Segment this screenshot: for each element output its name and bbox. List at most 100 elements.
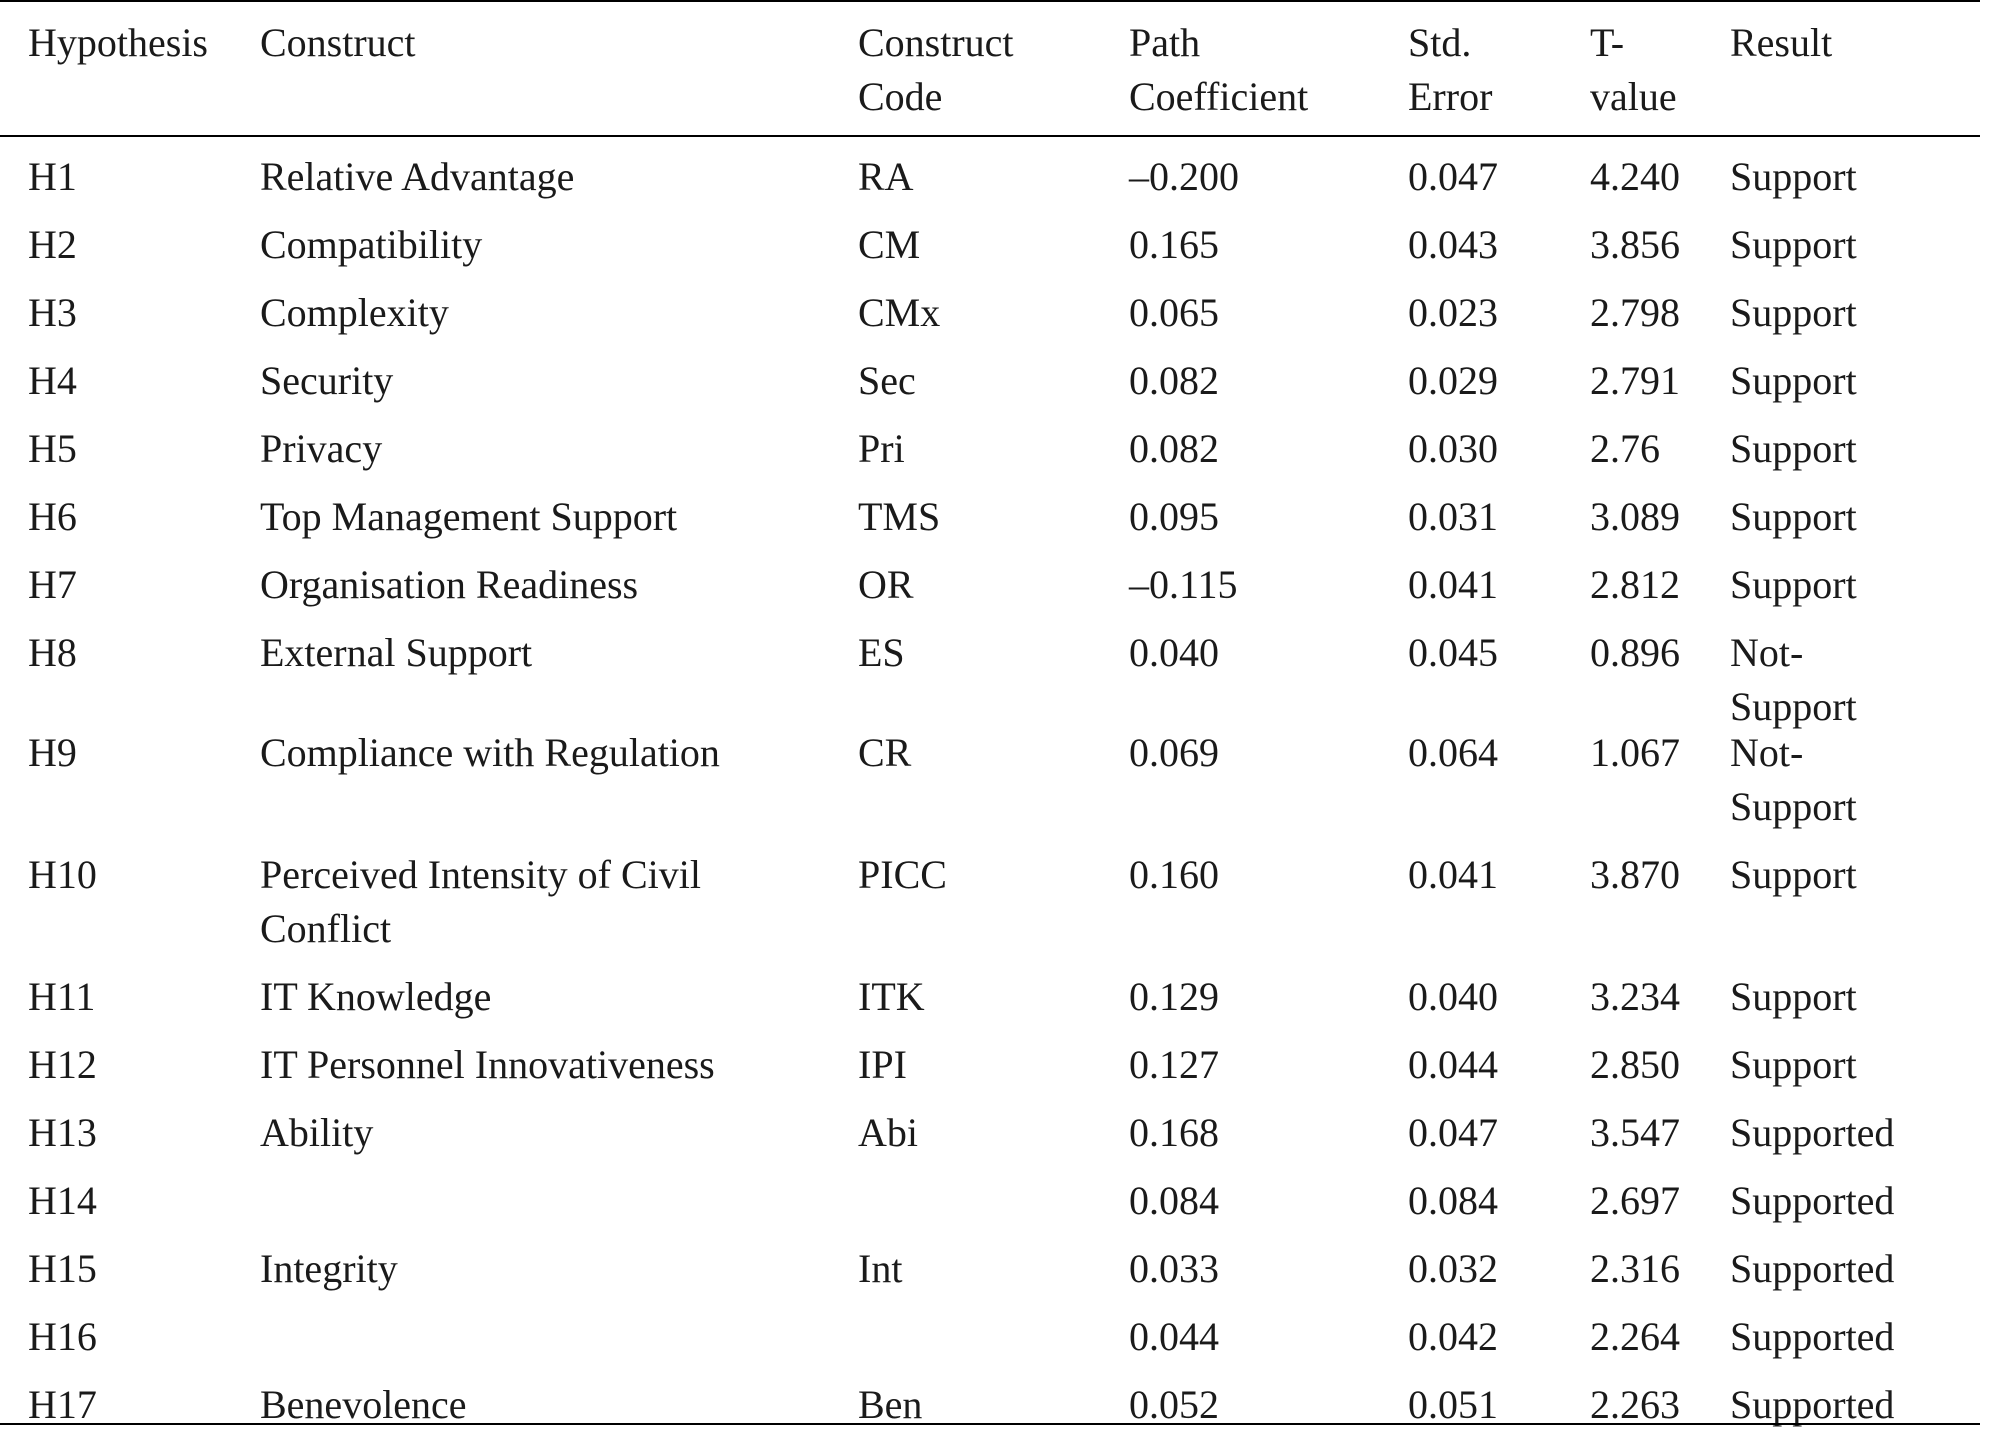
cell-t: 2.316 xyxy=(1590,1246,1680,1291)
cell-result: Support xyxy=(1730,290,1857,335)
header-std-error-line2: Error xyxy=(1408,74,1493,119)
cell-result: Support xyxy=(1730,154,1857,199)
cell-result: Support xyxy=(1730,974,1857,1019)
cell-path: 0.127 xyxy=(1129,1042,1219,1087)
cell-path: 0.095 xyxy=(1129,494,1219,539)
cell-t: 2.812 xyxy=(1590,562,1680,607)
cell-hypothesis: H3 xyxy=(28,290,77,335)
cell-code: RA xyxy=(858,154,914,199)
cell-se: 0.031 xyxy=(1408,494,1498,539)
cell-se: 0.041 xyxy=(1408,852,1498,897)
cell-code: Int xyxy=(858,1246,903,1291)
cell-code: ITK xyxy=(858,974,925,1019)
cell-code: ES xyxy=(858,630,905,675)
header-construct-code-line2: Code xyxy=(858,74,943,119)
cell-hypothesis: H7 xyxy=(28,562,77,607)
cell-code: Abi xyxy=(858,1110,918,1155)
cell-construct: Compliance with Regulation xyxy=(260,730,720,775)
cell-code: CMx xyxy=(858,290,941,335)
cell-construct: Security xyxy=(260,358,394,403)
header-t-value: T- value xyxy=(1590,16,1677,124)
cell-result-line1: Not- xyxy=(1730,630,1804,675)
cell-t: 2.697 xyxy=(1590,1178,1680,1223)
cell-result: Support xyxy=(1730,222,1857,267)
cell-se: 0.044 xyxy=(1408,1042,1498,1087)
cell-se: 0.023 xyxy=(1408,290,1498,335)
cell-construct: Organisation Readiness xyxy=(260,562,639,607)
cell-hypothesis: H15 xyxy=(28,1246,97,1291)
cell-result: Support xyxy=(1730,426,1857,471)
header-construct: Construct xyxy=(260,20,416,65)
cell-result: Support xyxy=(1730,358,1857,403)
cell-construct: Top Management Support xyxy=(260,494,678,539)
cell-hypothesis: H11 xyxy=(28,974,96,1019)
cell-construct: Relative Advantage xyxy=(260,154,575,199)
cell-code: Pri xyxy=(858,426,905,471)
cell-se: 0.047 xyxy=(1408,1110,1498,1155)
cell-construct: Perceived Intensity of Civil Conflict xyxy=(260,848,701,956)
cell-path: –0.115 xyxy=(1129,562,1238,607)
cell-construct: Benevolence xyxy=(260,1382,467,1427)
cell-code: PICC xyxy=(858,852,947,897)
cell-se: 0.043 xyxy=(1408,222,1498,267)
cell-t: 2.263 xyxy=(1590,1382,1680,1427)
cell-hypothesis: H1 xyxy=(28,154,77,199)
cell-construct: Integrity xyxy=(260,1246,398,1291)
cell-t: 2.264 xyxy=(1590,1314,1680,1359)
cell-code: CR xyxy=(858,730,912,775)
header-path-coefficient-line2: Coefficient xyxy=(1129,74,1309,119)
header-rule xyxy=(0,135,1980,137)
cell-construct: Complexity xyxy=(260,290,449,335)
cell-result-line1: Not- xyxy=(1730,730,1804,775)
cell-hypothesis: H2 xyxy=(28,222,77,267)
cell-hypothesis: H9 xyxy=(28,730,77,775)
cell-t: 3.547 xyxy=(1590,1110,1680,1155)
cell-hypothesis: H4 xyxy=(28,358,77,403)
cell-path: 0.082 xyxy=(1129,358,1219,403)
cell-result: Supported xyxy=(1730,1110,1895,1155)
cell-construct: External Support xyxy=(260,630,533,675)
cell-result: Support xyxy=(1730,852,1857,897)
cell-t: 3.089 xyxy=(1590,494,1680,539)
cell-hypothesis: H6 xyxy=(28,494,77,539)
header-hypothesis: Hypothesis xyxy=(28,20,208,65)
table-bottom-rule xyxy=(0,1423,1980,1425)
cell-t: 2.798 xyxy=(1590,290,1680,335)
cell-hypothesis: H10 xyxy=(28,852,97,897)
cell-path: 0.069 xyxy=(1129,730,1219,775)
cell-t: 2.850 xyxy=(1590,1042,1680,1087)
cell-path: 0.165 xyxy=(1129,222,1219,267)
cell-construct: Privacy xyxy=(260,426,383,471)
cell-t: 4.240 xyxy=(1590,154,1680,199)
header-result: Result xyxy=(1730,20,1833,65)
cell-se: 0.047 xyxy=(1408,154,1498,199)
cell-code: Ben xyxy=(858,1382,923,1427)
cell-se: 0.064 xyxy=(1408,730,1498,775)
cell-path: 0.129 xyxy=(1129,974,1219,1019)
cell-construct-line1: Perceived Intensity of Civil xyxy=(260,852,702,897)
cell-t: 2.76 xyxy=(1590,426,1660,471)
cell-path: 0.052 xyxy=(1129,1382,1219,1427)
cell-path: 0.040 xyxy=(1129,630,1219,675)
cell-result: Not- Support xyxy=(1730,626,1857,734)
header-t-value-line2: value xyxy=(1590,74,1677,119)
cell-hypothesis: H14 xyxy=(28,1178,97,1223)
cell-result: Supported xyxy=(1730,1178,1895,1223)
cell-result: Support xyxy=(1730,562,1857,607)
cell-result: Not- Support xyxy=(1730,726,1857,834)
cell-hypothesis: H16 xyxy=(28,1314,97,1359)
cell-construct: IT Knowledge xyxy=(260,974,492,1019)
header-construct-code-line1: Construct xyxy=(858,20,1014,65)
cell-se: 0.084 xyxy=(1408,1178,1498,1223)
cell-hypothesis: H13 xyxy=(28,1110,97,1155)
cell-se: 0.032 xyxy=(1408,1246,1498,1291)
header-std-error: Std. Error xyxy=(1408,16,1492,124)
cell-path: 0.033 xyxy=(1129,1246,1219,1291)
cell-result: Supported xyxy=(1730,1314,1895,1359)
table-top-rule xyxy=(0,0,1980,2)
cell-hypothesis: H17 xyxy=(28,1382,97,1427)
cell-se: 0.029 xyxy=(1408,358,1498,403)
cell-path: 0.160 xyxy=(1129,852,1219,897)
cell-t: 0.896 xyxy=(1590,630,1680,675)
cell-se: 0.030 xyxy=(1408,426,1498,471)
